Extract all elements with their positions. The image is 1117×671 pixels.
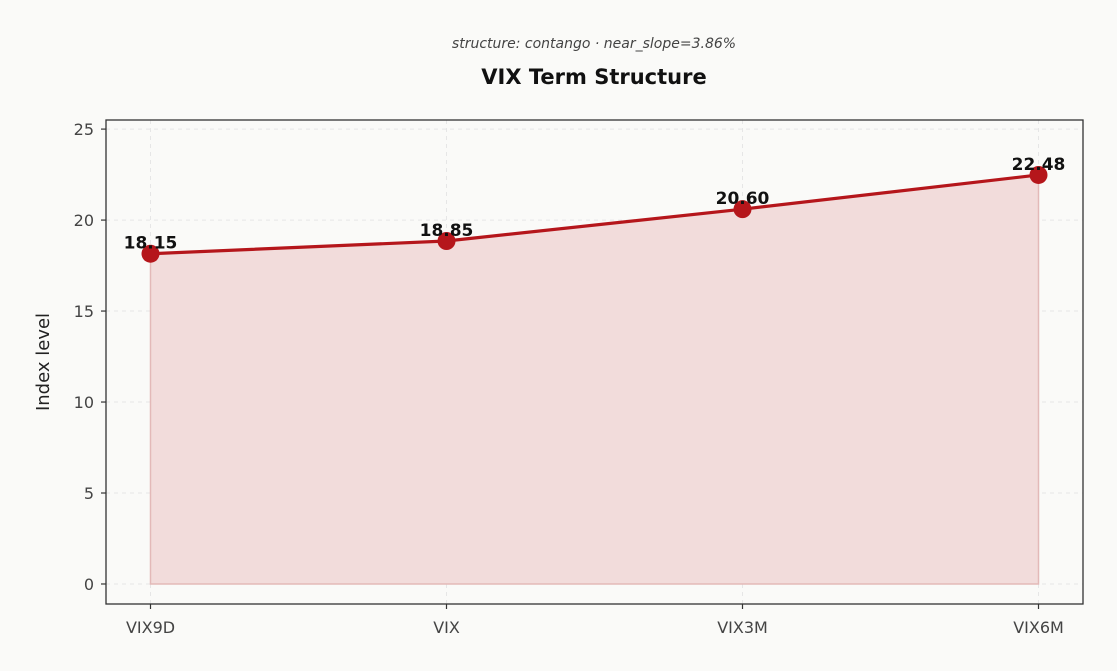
data-point — [1029, 165, 1048, 184]
y-tick-label: 5 — [84, 484, 94, 503]
data-label: 18.15 — [124, 234, 178, 254]
data-label: 20.60 — [716, 189, 770, 209]
data-point — [437, 232, 456, 250]
data-labels: 18.15 18.85 20.60 22.48 — [124, 155, 1066, 254]
series-line — [148, 173, 1041, 256]
data-point — [141, 244, 160, 263]
data-markers — [141, 165, 1048, 263]
y-tick-label: 15 — [74, 302, 94, 321]
x-tick-label: VIX — [433, 618, 460, 637]
y-tick-label: 0 — [84, 575, 94, 594]
data-label: 18.85 — [420, 221, 474, 241]
x-tick-label: VIX3M — [717, 618, 768, 637]
area-fill-layer — [149, 174, 1040, 585]
data-label: 22.48 — [1012, 155, 1066, 175]
y-tick-label: 10 — [74, 393, 94, 412]
y-axis-label: Index level — [33, 313, 54, 411]
area-fill — [149, 174, 1040, 585]
x-tick-label: VIX9D — [126, 618, 175, 637]
chart-title: VIX Term Structure — [481, 65, 706, 89]
plot-frame — [105, 119, 1084, 605]
y-tick-label: 25 — [74, 120, 94, 139]
chart-subtitle: structure: contango · near_slope=3.86% — [452, 36, 736, 52]
data-point — [733, 200, 752, 219]
x-tick-label: VIX6M — [1013, 618, 1064, 637]
y-tick-label: 20 — [74, 211, 94, 230]
series-line-layer — [148, 173, 1041, 256]
axis-ticks: 0 5 10 15 20 25 VIX9D VIX VIX3M VIX6M — [74, 120, 1064, 637]
